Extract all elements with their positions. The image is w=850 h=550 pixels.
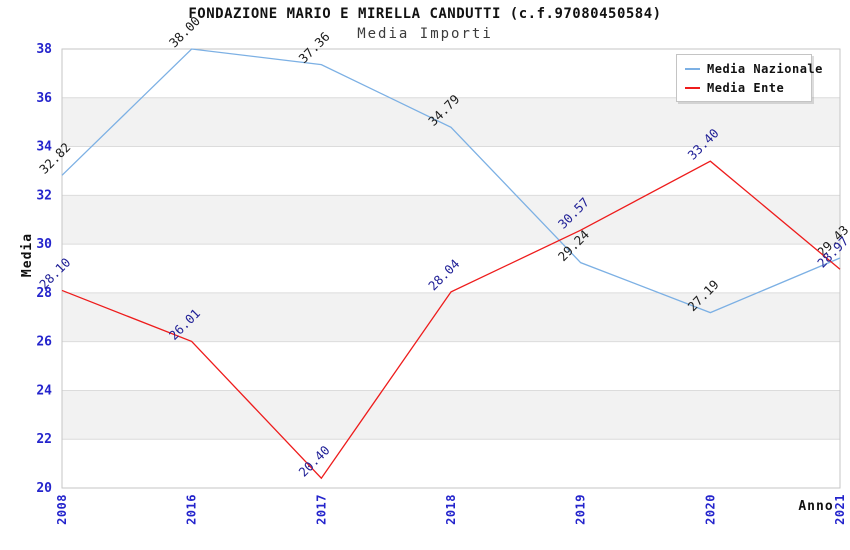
legend-label: Media Nazionale xyxy=(707,61,823,76)
y-axis-title: Media xyxy=(20,233,35,277)
series-line-media-ente xyxy=(61,160,841,480)
legend-line-swatch-icon xyxy=(685,67,700,70)
y-tick-label: 32 xyxy=(36,188,52,203)
plot-band xyxy=(62,97,840,147)
y-tick-label: 26 xyxy=(36,335,52,350)
y-tick-label: 24 xyxy=(36,383,52,398)
y-tick-label: 34 xyxy=(36,140,52,155)
x-tick-label: 2008 xyxy=(55,494,69,525)
x-axis-title: Anno xyxy=(798,499,833,514)
legend-line-swatch-icon xyxy=(685,86,700,89)
x-tick-label: 2020 xyxy=(703,494,717,525)
y-tick-label: 22 xyxy=(36,432,52,447)
series-line-media-nazionale xyxy=(61,48,841,314)
plot-band xyxy=(62,292,840,342)
x-tick-label: 2018 xyxy=(444,494,458,525)
plot-band xyxy=(62,390,840,440)
chart-title: FONDAZIONE MARIO E MIRELLA CANDUTTI (c.f… xyxy=(188,6,662,22)
data-point-label: 38.00 xyxy=(166,13,203,50)
plot-band xyxy=(62,341,840,391)
legend-label: Media Ente xyxy=(707,80,785,95)
x-tick-label: 2019 xyxy=(574,494,588,525)
y-tick-label: 38 xyxy=(36,42,52,57)
y-tick-label: 36 xyxy=(36,91,52,106)
plot-band xyxy=(62,244,840,293)
plot-band xyxy=(62,195,840,245)
y-tick-label: 30 xyxy=(36,237,52,252)
chart-legend: Media Nazionale Media Ente xyxy=(676,54,822,102)
x-tick-label: 2016 xyxy=(185,494,199,525)
x-tick-label: 2017 xyxy=(314,494,328,525)
legend-entry-media-nazionale: Media Nazionale xyxy=(685,62,822,76)
chart-subtitle: Media Importi xyxy=(357,26,493,42)
y-tick-label: 20 xyxy=(36,481,52,496)
plot-band xyxy=(62,146,840,196)
x-tick-label: 2021 xyxy=(833,494,847,525)
legend-entry-media-ente: Media Ente xyxy=(685,81,811,95)
y-tick-label: 28 xyxy=(36,286,52,301)
plot-band xyxy=(62,439,840,488)
